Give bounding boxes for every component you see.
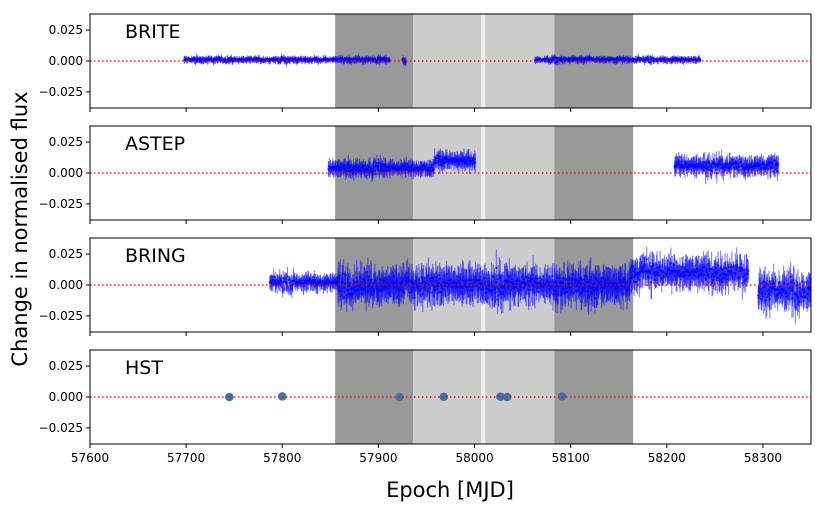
data-point — [432, 168, 436, 171]
data-point — [200, 61, 203, 64]
data-point — [739, 168, 742, 172]
data-point — [494, 291, 498, 294]
data-point — [413, 296, 417, 299]
data-layer — [183, 53, 702, 67]
panel-astep: 0.025 0.000 −0.025 ASTEP — [39, 125, 812, 224]
data-point — [349, 281, 352, 284]
data-point — [648, 262, 652, 265]
data-point — [439, 155, 442, 158]
data-point — [715, 158, 718, 161]
data-layer — [327, 148, 780, 185]
data-point — [368, 162, 372, 165]
data-point — [593, 296, 597, 300]
data-point — [495, 266, 498, 270]
data-layer — [268, 246, 811, 324]
data-point — [551, 274, 554, 278]
data-point — [287, 289, 290, 292]
data-point — [598, 273, 601, 276]
data-point — [715, 171, 719, 175]
data-point — [699, 58, 702, 62]
data-segment — [432, 148, 477, 175]
y-tick-label: 0.025 — [49, 135, 83, 149]
y-tick-label: −0.025 — [39, 85, 83, 99]
y-tick-label: −0.025 — [39, 197, 83, 211]
y-tick-label: 0.000 — [49, 166, 83, 180]
data-segment — [183, 53, 391, 67]
data-point — [338, 274, 342, 277]
data-point — [375, 161, 379, 164]
y-tick-label: 0.000 — [49, 54, 83, 68]
data-segment — [533, 53, 702, 66]
data-segment — [629, 246, 750, 300]
panel-brite: 0.025 0.000 −0.025 BRITE — [39, 13, 812, 112]
data-point — [286, 275, 289, 278]
data-segment — [336, 249, 632, 315]
data-point — [344, 273, 348, 277]
data-segment — [673, 149, 780, 185]
data-point — [474, 161, 477, 164]
panel-title-brite: BRITE — [125, 21, 180, 43]
panel-title-astep: ASTEP — [125, 133, 185, 155]
panels: 0.025 0.000 −0.025 BRITE 0.025 0.000 −0.025 AST… — [39, 13, 812, 465]
data-segment — [327, 154, 436, 182]
data-point — [733, 167, 737, 171]
data-point — [650, 281, 653, 284]
data-point — [777, 162, 780, 165]
data-point — [645, 257, 648, 261]
y-tick-label: 0.025 — [49, 23, 83, 37]
